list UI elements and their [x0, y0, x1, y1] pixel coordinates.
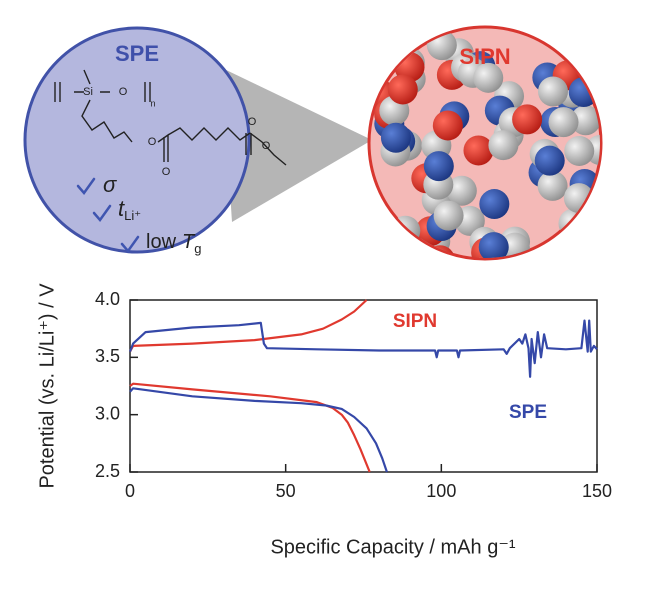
sphere [380, 122, 411, 153]
sphere [563, 183, 594, 214]
zoom-cone [222, 68, 372, 222]
y-tick-label: 4.0 [95, 289, 120, 309]
sphere [564, 135, 595, 166]
spe-circle [23, 26, 251, 254]
check-marks [76, 177, 140, 254]
atom-label: O [162, 166, 171, 178]
sphere [446, 175, 477, 206]
label: low [146, 231, 177, 253]
series-line [129, 299, 371, 473]
x-tick-label: 50 [276, 481, 296, 501]
sphere [534, 145, 565, 176]
sphere [423, 151, 454, 182]
sphere [488, 130, 519, 161]
y-tick-label: 2.5 [95, 461, 120, 481]
subscript: g [194, 241, 201, 256]
x-tick-label: 0 [125, 481, 135, 501]
sphere [390, 215, 421, 246]
atom-label: O [119, 86, 128, 98]
series-line [128, 319, 598, 473]
x-axis-label: Specific Capacity / mAh g⁻¹ [270, 536, 515, 558]
subscript: Li⁺ [124, 208, 141, 223]
sphere [433, 200, 464, 231]
sphere [479, 189, 510, 220]
structure [54, 69, 287, 166]
sphere [548, 107, 579, 138]
x-tick-label: 100 [426, 481, 456, 501]
symbol: T [182, 231, 196, 253]
sphere [478, 232, 509, 258]
symbol: t [118, 196, 125, 221]
series-label: SPE [509, 402, 547, 423]
sphere [387, 74, 418, 105]
x-tick-label: 150 [582, 481, 612, 501]
y-axis-label: Potential (vs. Li/Li⁺) / V [36, 283, 58, 489]
check-transference: tLi⁺ [118, 196, 141, 224]
atom-label: O [148, 136, 157, 148]
plot-frame [129, 299, 598, 473]
atom-label: O [262, 140, 271, 152]
sipn-title: SIPN [459, 44, 510, 69]
series-label: SIPN [393, 311, 437, 332]
sphere [538, 76, 569, 107]
sphere [473, 62, 504, 93]
atom-label: Si [83, 86, 93, 98]
check-tg: low Tg [146, 231, 201, 256]
atom-label: n [150, 98, 155, 108]
sphere [432, 110, 463, 141]
sphere [537, 170, 568, 201]
sphere [558, 208, 589, 239]
spe-title: SPE [115, 41, 159, 66]
y-tick-label: 3.0 [95, 403, 120, 423]
check-sigma: σ [103, 172, 117, 197]
spheres [370, 30, 600, 258]
sphere [463, 135, 494, 166]
sphere [570, 105, 600, 136]
sphere [512, 104, 543, 135]
y-tick-label: 3.5 [95, 346, 120, 366]
atom-label: O [248, 116, 257, 128]
